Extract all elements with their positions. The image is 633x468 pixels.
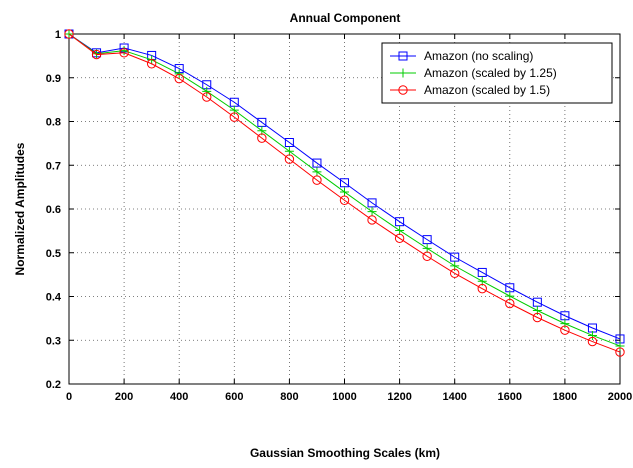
y-tick-label: 0.4 (46, 292, 62, 304)
y-tick-label: 0.9 (46, 73, 61, 85)
data-point-square (312, 158, 322, 168)
series-line (68, 33, 621, 340)
data-point-circle (91, 49, 102, 60)
x-tick-label: 1000 (332, 391, 356, 403)
x-tick-label: 1400 (442, 391, 466, 403)
data-point-circle (532, 312, 543, 323)
y-tick-label: 0.5 (46, 248, 61, 260)
data-point-circle (505, 298, 515, 309)
data-point-square (367, 198, 377, 208)
data-point-square (340, 178, 349, 188)
x-tick-label: 600 (225, 391, 243, 403)
data-point-circle (339, 195, 350, 205)
data-point-square (450, 252, 460, 262)
data-point-plus (587, 330, 597, 340)
data-point-plus (398, 68, 408, 78)
data-point-circle (174, 73, 184, 84)
data-point-circle (587, 336, 598, 347)
y-tick-label: 0.6 (46, 204, 61, 216)
x-tick-label: 400 (170, 391, 188, 403)
data-point-circle (257, 133, 267, 143)
data-point-plus (422, 243, 432, 253)
data-point-plus (312, 167, 322, 177)
data-point-square (398, 51, 408, 61)
data-point-plus (202, 86, 212, 96)
legend-item: Amazon (scaled by 1.25) (390, 66, 557, 80)
data-point-circle (398, 85, 408, 95)
x-tick-label: 1200 (387, 391, 411, 403)
data-point-square (284, 138, 294, 147)
series-3 (64, 29, 625, 357)
legend-box (381, 42, 613, 104)
legend: Amazon (no scaling) Amazon (scaled by 1.2… (381, 42, 613, 104)
y-tick-label: 0.8 (46, 117, 61, 129)
y-tick-label: 0.3 (46, 335, 61, 347)
chart-title: Annual Component (290, 11, 401, 25)
data-point-plus (615, 341, 625, 351)
data-point-plus (395, 225, 405, 235)
data-point-circle (422, 251, 432, 261)
data-point-plus (174, 69, 184, 79)
series-group (64, 29, 625, 357)
x-tick-label: 2000 (608, 391, 632, 403)
data-point-plus (284, 146, 294, 156)
legend-label: Amazon (no scaling) (424, 49, 533, 63)
x-tick-label: 0 (66, 391, 72, 403)
x-axis-label: Gaussian Smoothing Scales (km) (250, 446, 440, 460)
data-point-square (422, 235, 432, 245)
data-point-circle (450, 268, 460, 279)
data-point-plus (560, 319, 570, 329)
data-point-circle (119, 48, 129, 58)
data-point-circle (367, 215, 377, 225)
data-point-plus (119, 46, 129, 56)
data-point-circle (560, 325, 570, 335)
y-tick-label: 0.2 (46, 379, 61, 391)
data-point-circle (146, 59, 157, 69)
x-tick-label: 1800 (553, 391, 577, 403)
data-point-plus (340, 187, 349, 197)
data-point-circle (477, 283, 487, 294)
data-point-circle (394, 233, 405, 244)
data-point-circle (64, 29, 74, 39)
x-tick-label: 800 (280, 391, 298, 403)
data-point-square (477, 267, 487, 277)
data-point-circle (229, 112, 240, 122)
data-point-square (395, 217, 405, 227)
data-point-circle (615, 347, 625, 357)
y-tick-label: 1 (55, 29, 61, 41)
axes: 0 200 400 600 800 1000 1200 1400 1600 1800 2000 0.2… (46, 29, 633, 403)
legend-item: Amazon (scaled by 1.5) (390, 83, 550, 97)
x-tick-label: 200 (115, 391, 133, 403)
y-tick-label: 0.7 (46, 160, 61, 172)
data-point-circle (312, 175, 322, 185)
data-point-plus (367, 207, 377, 217)
x-tick-label: 1600 (498, 391, 522, 403)
data-point-circle (202, 92, 212, 102)
legend-label: Amazon (scaled by 1.5) (424, 83, 550, 97)
series-line (68, 33, 621, 353)
y-axis-label: Normalized Amplitudes (13, 142, 27, 275)
legend-label: Amazon (scaled by 1.25) (424, 66, 557, 80)
data-point-circle (284, 154, 295, 164)
legend-item: Amazon (no scaling) (390, 49, 533, 63)
